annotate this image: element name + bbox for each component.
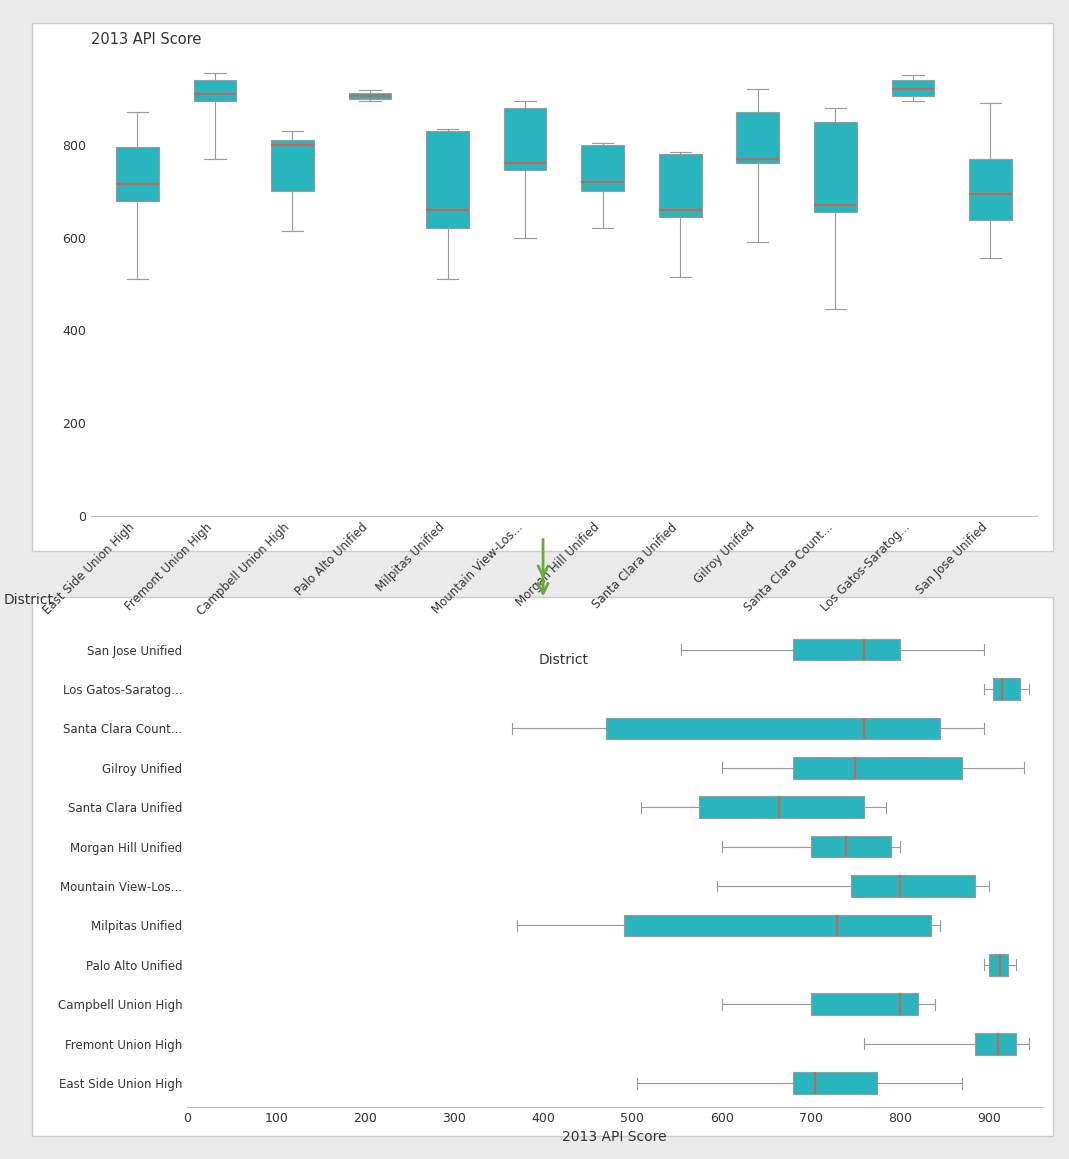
Text: District: District bbox=[3, 592, 53, 606]
PathPatch shape bbox=[793, 1072, 878, 1094]
PathPatch shape bbox=[582, 145, 624, 191]
PathPatch shape bbox=[793, 639, 900, 661]
PathPatch shape bbox=[623, 914, 931, 936]
PathPatch shape bbox=[606, 717, 940, 739]
PathPatch shape bbox=[814, 122, 856, 212]
PathPatch shape bbox=[810, 993, 917, 1015]
PathPatch shape bbox=[272, 140, 314, 191]
PathPatch shape bbox=[892, 80, 934, 96]
PathPatch shape bbox=[117, 147, 158, 201]
PathPatch shape bbox=[970, 159, 1011, 220]
PathPatch shape bbox=[976, 1033, 1016, 1055]
PathPatch shape bbox=[989, 954, 1008, 976]
PathPatch shape bbox=[348, 93, 391, 99]
PathPatch shape bbox=[503, 108, 546, 170]
PathPatch shape bbox=[810, 836, 890, 858]
PathPatch shape bbox=[793, 757, 962, 779]
PathPatch shape bbox=[737, 112, 779, 163]
Text: 2013 API Score: 2013 API Score bbox=[91, 31, 201, 46]
X-axis label: District: District bbox=[539, 653, 589, 666]
X-axis label: 2013 API Score: 2013 API Score bbox=[562, 1130, 667, 1144]
PathPatch shape bbox=[427, 131, 469, 228]
PathPatch shape bbox=[851, 875, 976, 897]
PathPatch shape bbox=[659, 154, 701, 217]
PathPatch shape bbox=[699, 796, 864, 818]
PathPatch shape bbox=[193, 80, 236, 101]
PathPatch shape bbox=[993, 678, 1020, 700]
